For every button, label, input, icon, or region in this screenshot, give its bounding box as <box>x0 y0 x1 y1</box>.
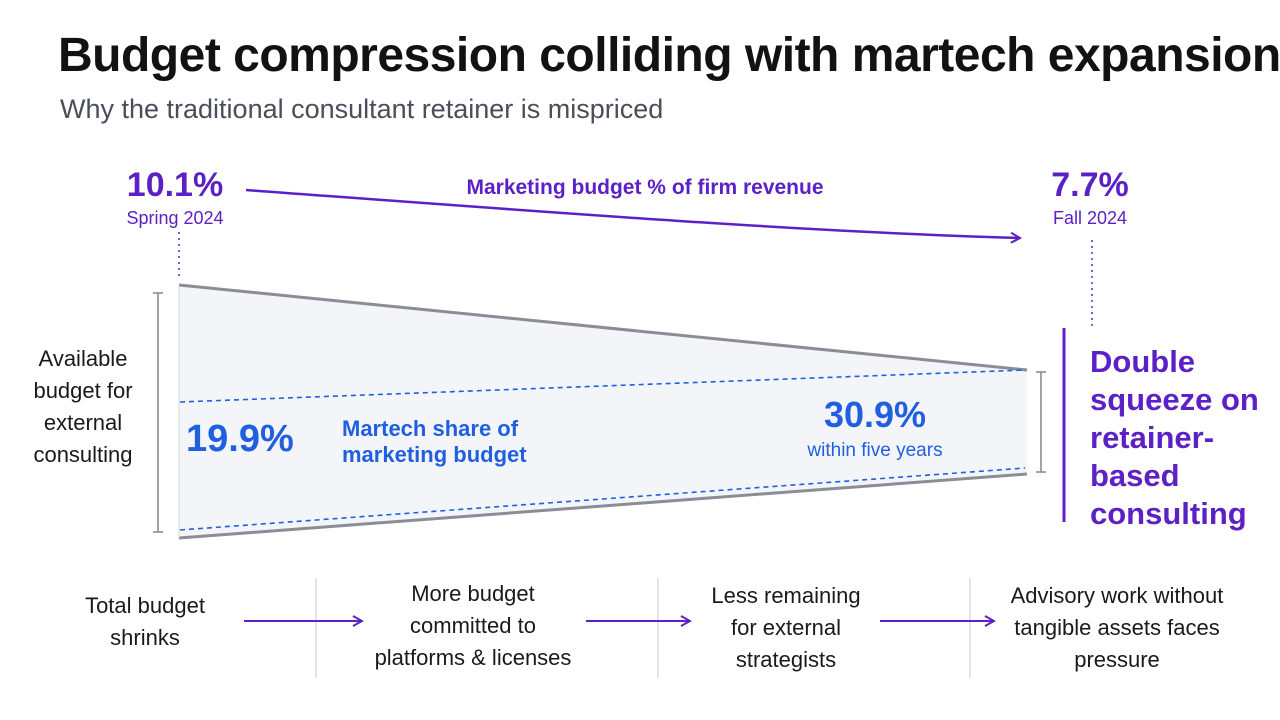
start-date: Spring 2024 <box>126 208 224 228</box>
martech-start-percentage: 19.9% <box>186 418 294 460</box>
flow-step-1: Total budget shrinks <box>85 593 205 650</box>
budget-funnel <box>179 285 1027 538</box>
martech-end-note: within five years <box>807 440 943 461</box>
double-squeeze-label: Double squeeze on retainer-based consult… <box>1090 344 1259 531</box>
available-budget-label: Available budget for external consulting <box>33 346 133 467</box>
page-title: Budget compression colliding with martec… <box>58 29 1280 82</box>
end-percentage: 7.7% <box>1051 166 1129 204</box>
left-bracket <box>153 292 163 533</box>
funnel-top-edge <box>178 283 1028 372</box>
end-date: Fall 2024 <box>1052 208 1128 228</box>
funnel-bottom-edge <box>178 472 1028 540</box>
martech-share-label: Martech share of marketing budget <box>342 416 527 467</box>
flow-step-3: Less remaining for external strategists <box>711 583 861 672</box>
start-percentage: 10.1% <box>126 166 224 204</box>
page-subtitle: Why the traditional consultant retainer … <box>60 94 664 124</box>
revenue-trend-label: Marketing budget % of firm revenue <box>466 176 824 199</box>
revenue-trend-arrow <box>245 188 1020 238</box>
right-bracket <box>1036 371 1046 473</box>
martech-band-top <box>179 369 1026 403</box>
flow-step-2: More budget committed to platforms & lic… <box>374 581 572 670</box>
flow-step-4: Advisory work without tangible assets fa… <box>1010 583 1224 672</box>
martech-end-percentage: 30.9% <box>823 394 927 435</box>
martech-band-bottom <box>179 467 1026 531</box>
